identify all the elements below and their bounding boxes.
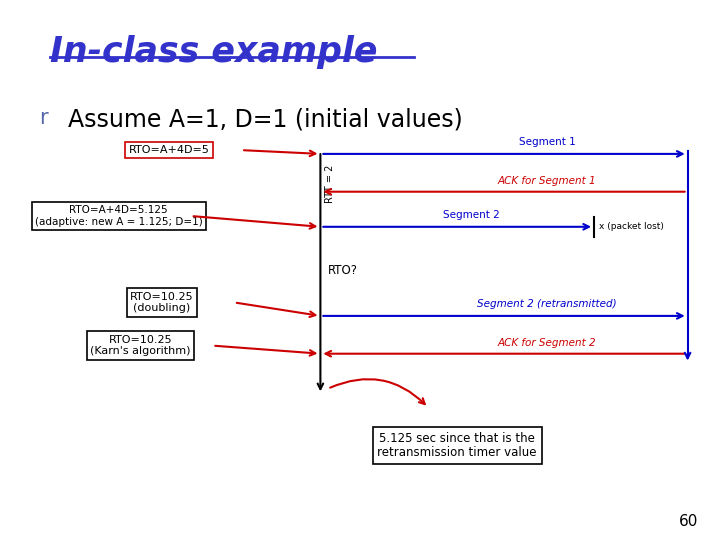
Text: 60: 60 xyxy=(679,514,698,529)
Text: RTT = 2: RTT = 2 xyxy=(325,164,336,203)
Text: RTO=10.25
(Karn's algorithm): RTO=10.25 (Karn's algorithm) xyxy=(90,335,191,356)
Text: Assume A=1, D=1 (initial values): Assume A=1, D=1 (initial values) xyxy=(68,108,463,132)
Text: RTO=A+4D=5.125
(adaptive: new A = 1.125; D=1): RTO=A+4D=5.125 (adaptive: new A = 1.125;… xyxy=(35,205,202,227)
Text: ACK for Segment 2: ACK for Segment 2 xyxy=(498,338,596,348)
Text: Segment 1: Segment 1 xyxy=(519,137,575,147)
Text: ACK for Segment 1: ACK for Segment 1 xyxy=(498,176,596,186)
Text: x (packet lost): x (packet lost) xyxy=(599,222,664,231)
Text: In-class example: In-class example xyxy=(50,35,378,69)
Text: r: r xyxy=(40,108,48,128)
Text: Segment 2 (retransmitted): Segment 2 (retransmitted) xyxy=(477,299,617,309)
Text: RTO=A+4D=5: RTO=A+4D=5 xyxy=(129,145,210,155)
Text: RTO?: RTO? xyxy=(328,264,358,276)
Text: 5.125 sec since that is the
retransmission timer value: 5.125 sec since that is the retransmissi… xyxy=(377,431,537,460)
Text: RTO=10.25
(doubling): RTO=10.25 (doubling) xyxy=(130,292,194,313)
Text: Segment 2: Segment 2 xyxy=(444,210,500,220)
